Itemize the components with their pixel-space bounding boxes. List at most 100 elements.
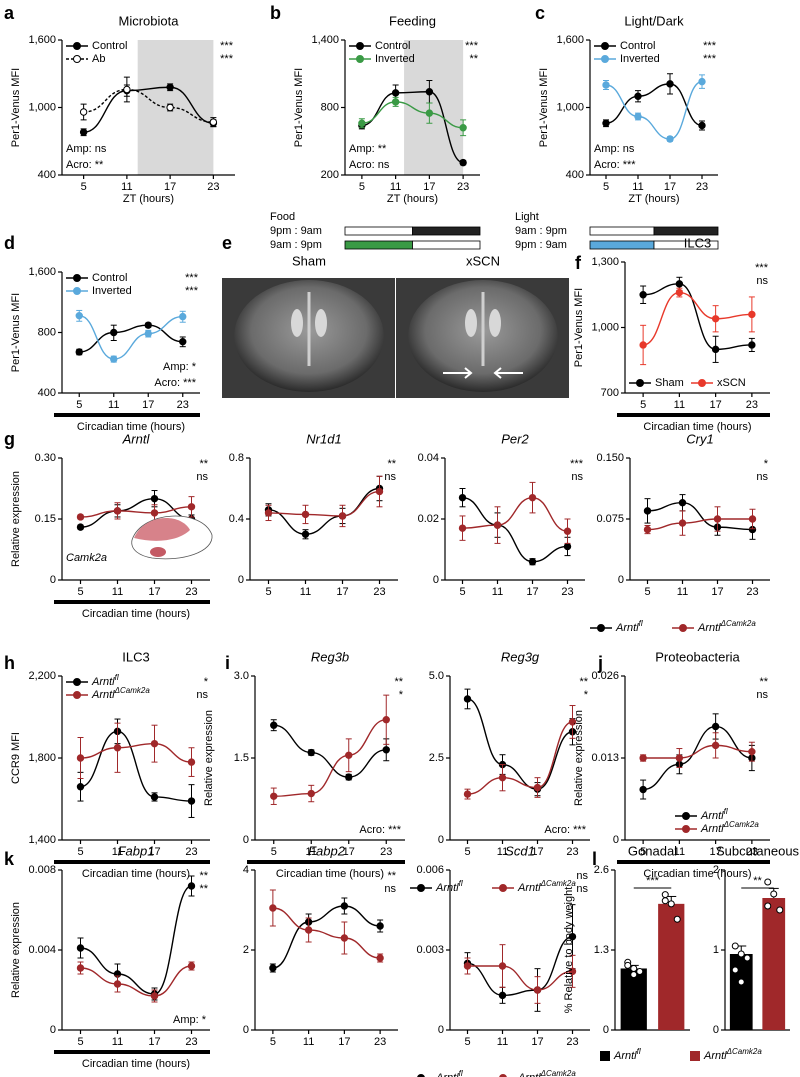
- stat-note: Amp: *: [173, 1014, 207, 1026]
- data-point: [498, 991, 507, 1000]
- significance: ***: [703, 40, 717, 52]
- schedule-bar: [344, 240, 413, 250]
- legend-sup: ΔCamk2a: [723, 820, 760, 829]
- data-point: [76, 944, 85, 952]
- x-tick-label: 11: [497, 1036, 508, 1048]
- time-bar: [617, 413, 770, 417]
- x-tick-label: 17: [531, 846, 543, 858]
- y-tick-label: 0: [50, 574, 56, 586]
- significance: **: [394, 676, 403, 688]
- significance: ***: [185, 285, 199, 297]
- y-tick-label: 0: [243, 1024, 249, 1036]
- stat-note: Acro: **: [66, 159, 104, 171]
- y-tick-label: 0: [243, 834, 249, 846]
- x-axis-label: Circadian time (hours): [82, 868, 190, 880]
- series-line: [273, 719, 387, 797]
- y-tick-label: 0.02: [418, 513, 439, 525]
- legend-name: Arntl: [615, 622, 639, 634]
- series-line: [272, 905, 381, 969]
- x-tick-label: 5: [464, 1036, 470, 1048]
- legend-marker: [499, 884, 507, 892]
- data-point: [425, 109, 434, 117]
- x-axis-label: Circadian time (hours): [77, 421, 185, 433]
- significance: **: [387, 870, 396, 882]
- y-tick-label: 1,000: [556, 101, 584, 113]
- schedule-label: Light: [515, 211, 539, 223]
- schedule-row-label: 9pm : 9am: [270, 225, 322, 237]
- legend-name: Control: [375, 40, 410, 52]
- legend-label: ArntlΔCamk2a: [703, 1047, 762, 1062]
- x-tick-label: 5: [271, 846, 277, 858]
- legend-marker: [73, 678, 81, 686]
- data-point: [667, 900, 675, 908]
- data-point: [179, 312, 187, 321]
- legend-name: Ab: [92, 53, 105, 65]
- y-tick-label: 0.15: [35, 513, 56, 525]
- legend-marker: [73, 287, 81, 295]
- x-axis-label: Circadian time (hours): [643, 868, 751, 880]
- x-tick-label: 23: [696, 181, 708, 193]
- series-line: [83, 86, 214, 133]
- data-point: [187, 758, 196, 766]
- series-line: [268, 487, 380, 535]
- series-line: [79, 324, 183, 353]
- data-point: [301, 510, 310, 519]
- data-point: [187, 503, 196, 511]
- series-line: [80, 506, 192, 518]
- legend-label: Control: [92, 272, 127, 284]
- stat-note: Amp: *: [163, 361, 197, 373]
- y-tick-label: 1: [713, 944, 719, 956]
- legend-label: ArntlΔCamk2a: [91, 686, 150, 701]
- x-tick-label: 5: [77, 586, 83, 598]
- legend-marker: [679, 624, 687, 632]
- legend-name: Arntl: [435, 882, 459, 894]
- significance: ns: [196, 471, 208, 483]
- y-tick-label: 0: [438, 1024, 444, 1036]
- data-point: [675, 280, 684, 288]
- data-point: [340, 902, 349, 910]
- panel-letter: e: [222, 233, 232, 253]
- x-tick-label: 11: [306, 846, 317, 858]
- legend-name: Inverted: [620, 53, 660, 65]
- x-tick-label: 11: [108, 399, 119, 411]
- data-point: [187, 797, 196, 805]
- y-tick-label: 400: [38, 169, 56, 181]
- legend-name: Control: [92, 272, 127, 284]
- data-point: [376, 922, 384, 930]
- x-tick-label: 11: [300, 586, 311, 598]
- data-point: [358, 119, 366, 127]
- y-tick-label: 0: [603, 1024, 609, 1036]
- legend-label: Arntlfl: [700, 807, 728, 822]
- legend-marker: [636, 379, 644, 387]
- y-tick-label: 3.0: [234, 670, 249, 682]
- legend-label: Inverted: [375, 53, 415, 65]
- data-point: [568, 932, 577, 941]
- x-axis-label: Circadian time (hours): [643, 421, 751, 433]
- significance: ***: [185, 272, 199, 284]
- legend-name: Arntl: [703, 1050, 727, 1062]
- data-point: [711, 345, 720, 354]
- significance: **: [579, 676, 588, 688]
- significance: ns: [756, 689, 768, 701]
- schedule-bar: [412, 226, 481, 236]
- panel-letter: b: [270, 3, 281, 23]
- significance: ***: [755, 262, 769, 274]
- significance: ns: [756, 275, 768, 287]
- y-tick-label: 400: [38, 387, 56, 399]
- data-point: [764, 902, 772, 910]
- data-point: [636, 968, 644, 976]
- data-point: [463, 790, 472, 798]
- data-point: [634, 92, 642, 100]
- panel: Scd100.0030.0065111723nsnsArntlflArntlΔC…: [416, 843, 590, 1077]
- y-tick-label: 0.008: [28, 864, 56, 876]
- data-point: [150, 509, 159, 517]
- data-point: [563, 542, 572, 551]
- stat-note: Amp: ns: [594, 143, 635, 155]
- significance: ***: [220, 53, 234, 65]
- schedule-row-label: 9am : 9pm: [515, 225, 567, 237]
- y-tick-label: 0.8: [229, 452, 244, 464]
- x-tick-label: 17: [423, 181, 435, 193]
- series-line: [643, 283, 752, 351]
